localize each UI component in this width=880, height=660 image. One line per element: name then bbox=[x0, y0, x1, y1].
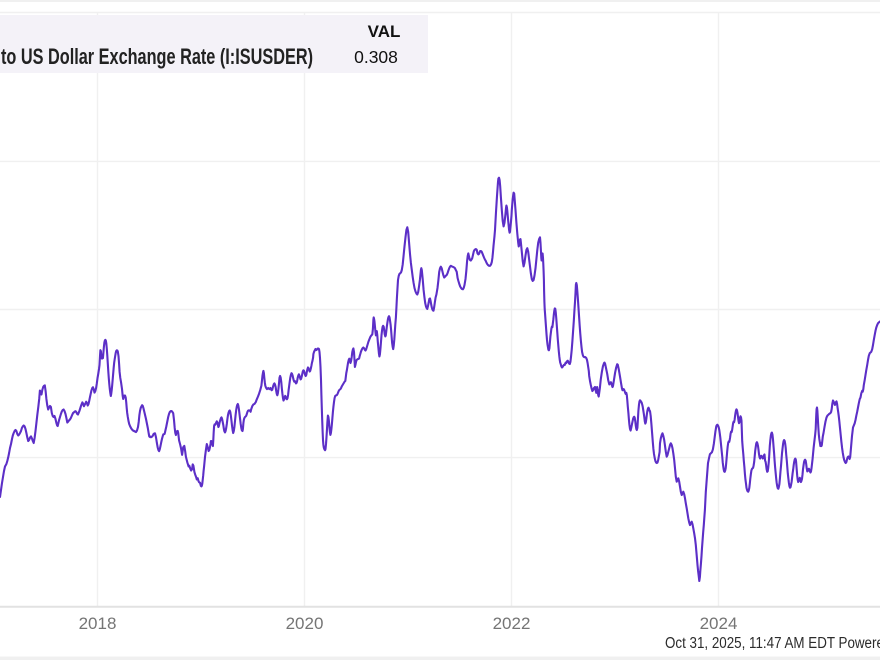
svg-text:2022: 2022 bbox=[493, 614, 531, 633]
svg-text:2018: 2018 bbox=[79, 614, 117, 633]
svg-text:2020: 2020 bbox=[286, 614, 324, 633]
svg-text:to US Dollar Exchange Rate (I:: to US Dollar Exchange Rate (I:ISUSDER) bbox=[1, 44, 313, 69]
svg-text:2024: 2024 bbox=[700, 614, 738, 633]
svg-text:0.308: 0.308 bbox=[354, 47, 398, 67]
svg-text:Oct 31, 2025, 11:47 AM EDT Pow: Oct 31, 2025, 11:47 AM EDT Powered by YC… bbox=[665, 635, 880, 652]
svg-text:VAL: VAL bbox=[368, 22, 401, 41]
